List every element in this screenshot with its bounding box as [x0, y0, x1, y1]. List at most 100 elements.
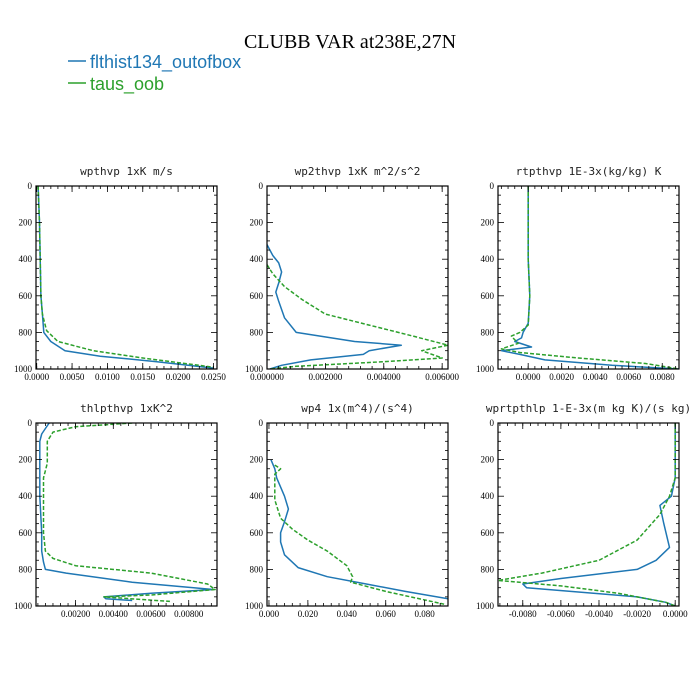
panel-series-group: [500, 186, 679, 369]
panel-series-group: [267, 244, 448, 369]
panel-title: wp4 1x(m^4)/(s^4): [301, 402, 414, 415]
x-tick-label: 0.00600: [136, 609, 166, 619]
x-tick-label: 0.0060: [616, 372, 641, 382]
y-tick-label: 800: [250, 564, 264, 574]
x-tick-label: -0.0080: [509, 609, 537, 619]
series-line-taus-oob: [274, 464, 445, 605]
panel-series-group: [270, 459, 448, 605]
x-tick-label: 0.004000: [367, 372, 401, 382]
legend: flthist134_outofbox taus_oob: [68, 52, 241, 95]
y-tick-label: 0: [259, 418, 264, 428]
x-tick-label: 0.0050: [60, 372, 85, 382]
panel-6: wprtpthlp 1-E-3x(m kg K)/(s kg) 0 200 400 60…: [476, 402, 691, 619]
series-line-taus-oob: [498, 423, 676, 606]
y-tick-label: 0: [490, 181, 495, 191]
x-tick-label: -0.0060: [547, 609, 575, 619]
panel-2: wp2thvp 1xK m^2/s^2020040060080010000.00…: [245, 165, 460, 382]
series-line-flthist134: [522, 423, 676, 606]
y-tick-label: 800: [19, 327, 33, 337]
series-line-taus-oob: [267, 264, 448, 369]
series-line-flthist134: [267, 244, 403, 369]
series-line-taus-oob: [42, 423, 216, 603]
y-tick-label: 200: [481, 455, 495, 465]
x-tick-label: 0.000: [259, 609, 280, 619]
series-line-taus-oob: [37, 186, 214, 368]
y-tick-label: 600: [19, 291, 33, 301]
panel-series-group: [39, 423, 216, 603]
panel-title: wpthvp 1xK m/s: [80, 165, 173, 178]
y-tick-label: 1000: [476, 364, 495, 374]
y-tick-label: 800: [481, 327, 495, 337]
x-tick-label: 0.060: [376, 609, 397, 619]
x-tick-label: 0.0000: [516, 372, 541, 382]
y-tick-label: 0: [490, 418, 495, 428]
legend-label-flthist134: flthist134_outofbox: [90, 52, 241, 73]
series-line-flthist134: [270, 459, 448, 600]
y-tick-label: 600: [250, 291, 264, 301]
panel-frame: [35, 422, 218, 607]
y-tick-label: 1000: [476, 601, 495, 611]
panel-frame: [35, 185, 218, 370]
y-tick-label: 200: [481, 218, 495, 228]
legend-label-taus-oob: taus_oob: [90, 74, 164, 95]
x-tick-label: 0.006000: [425, 372, 459, 382]
y-tick-label: 1000: [245, 601, 264, 611]
x-tick-label: -0.0020: [623, 609, 651, 619]
panel-frame: [266, 422, 449, 607]
panel-title: thlpthvp 1xK^2: [80, 402, 173, 415]
x-tick-label: 0.0250: [201, 372, 226, 382]
y-tick-label: 800: [250, 327, 264, 337]
y-tick-label: 1000: [14, 601, 33, 611]
y-tick-label: 400: [481, 491, 495, 501]
x-tick-label: 0.00400: [99, 609, 129, 619]
x-tick-label: 0.0000: [24, 372, 49, 382]
panel-frame: [497, 422, 680, 607]
y-tick-label: 400: [19, 254, 33, 264]
y-tick-label: 0: [28, 418, 33, 428]
panel-series-group: [498, 423, 676, 606]
y-tick-label: 600: [250, 528, 264, 538]
x-tick-label: 0.0020: [549, 372, 574, 382]
y-tick-label: 200: [19, 455, 33, 465]
panel-series-group: [37, 186, 214, 369]
x-tick-label: 0.00200: [61, 609, 91, 619]
panel-frame: [497, 185, 680, 370]
y-tick-label: 1000: [245, 364, 264, 374]
y-tick-label: 400: [481, 254, 495, 264]
x-tick-label: 0.0150: [130, 372, 155, 382]
x-tick-label: 0.00800: [174, 609, 204, 619]
x-tick-label: 0.0000: [663, 609, 688, 619]
y-tick-label: 0: [259, 181, 264, 191]
y-tick-label: 600: [481, 528, 495, 538]
panel-title: wprtpthlp 1-E-3x(m kg K)/(s kg): [486, 402, 691, 415]
x-tick-label: -0.0040: [585, 609, 613, 619]
y-tick-label: 600: [481, 291, 495, 301]
y-tick-label: 200: [250, 218, 264, 228]
y-tick-label: 800: [481, 564, 495, 574]
x-tick-label: 0.080: [415, 609, 436, 619]
y-tick-label: 800: [19, 564, 33, 574]
panel-title: rtpthvp 1E-3x(kg/kg) K: [516, 165, 662, 178]
y-tick-label: 0: [28, 181, 33, 191]
series-line-flthist134: [39, 423, 214, 602]
x-tick-label: 0.0100: [95, 372, 120, 382]
x-tick-label: 0.0200: [166, 372, 191, 382]
figure-title: CLUBB VAR at238E,27N: [244, 31, 456, 53]
x-tick-label: 0.000000: [250, 372, 284, 382]
y-tick-label: 400: [19, 491, 33, 501]
y-tick-label: 600: [19, 528, 33, 538]
panel-4: thlpthvp 1xK^2 0 200 400 600 800 1000 0.00200 0.…: [14, 402, 218, 619]
y-tick-label: 400: [250, 491, 264, 501]
y-tick-label: 200: [19, 218, 33, 228]
x-tick-label: 0.020: [298, 609, 319, 619]
series-line-taus-oob: [500, 186, 679, 369]
panel-title: wp2thvp 1xK m^2/s^2: [295, 165, 421, 178]
x-tick-label: 0.040: [337, 609, 358, 619]
y-tick-label: 400: [250, 254, 264, 264]
y-tick-label: 1000: [14, 364, 33, 374]
x-tick-label: 0.0040: [583, 372, 608, 382]
